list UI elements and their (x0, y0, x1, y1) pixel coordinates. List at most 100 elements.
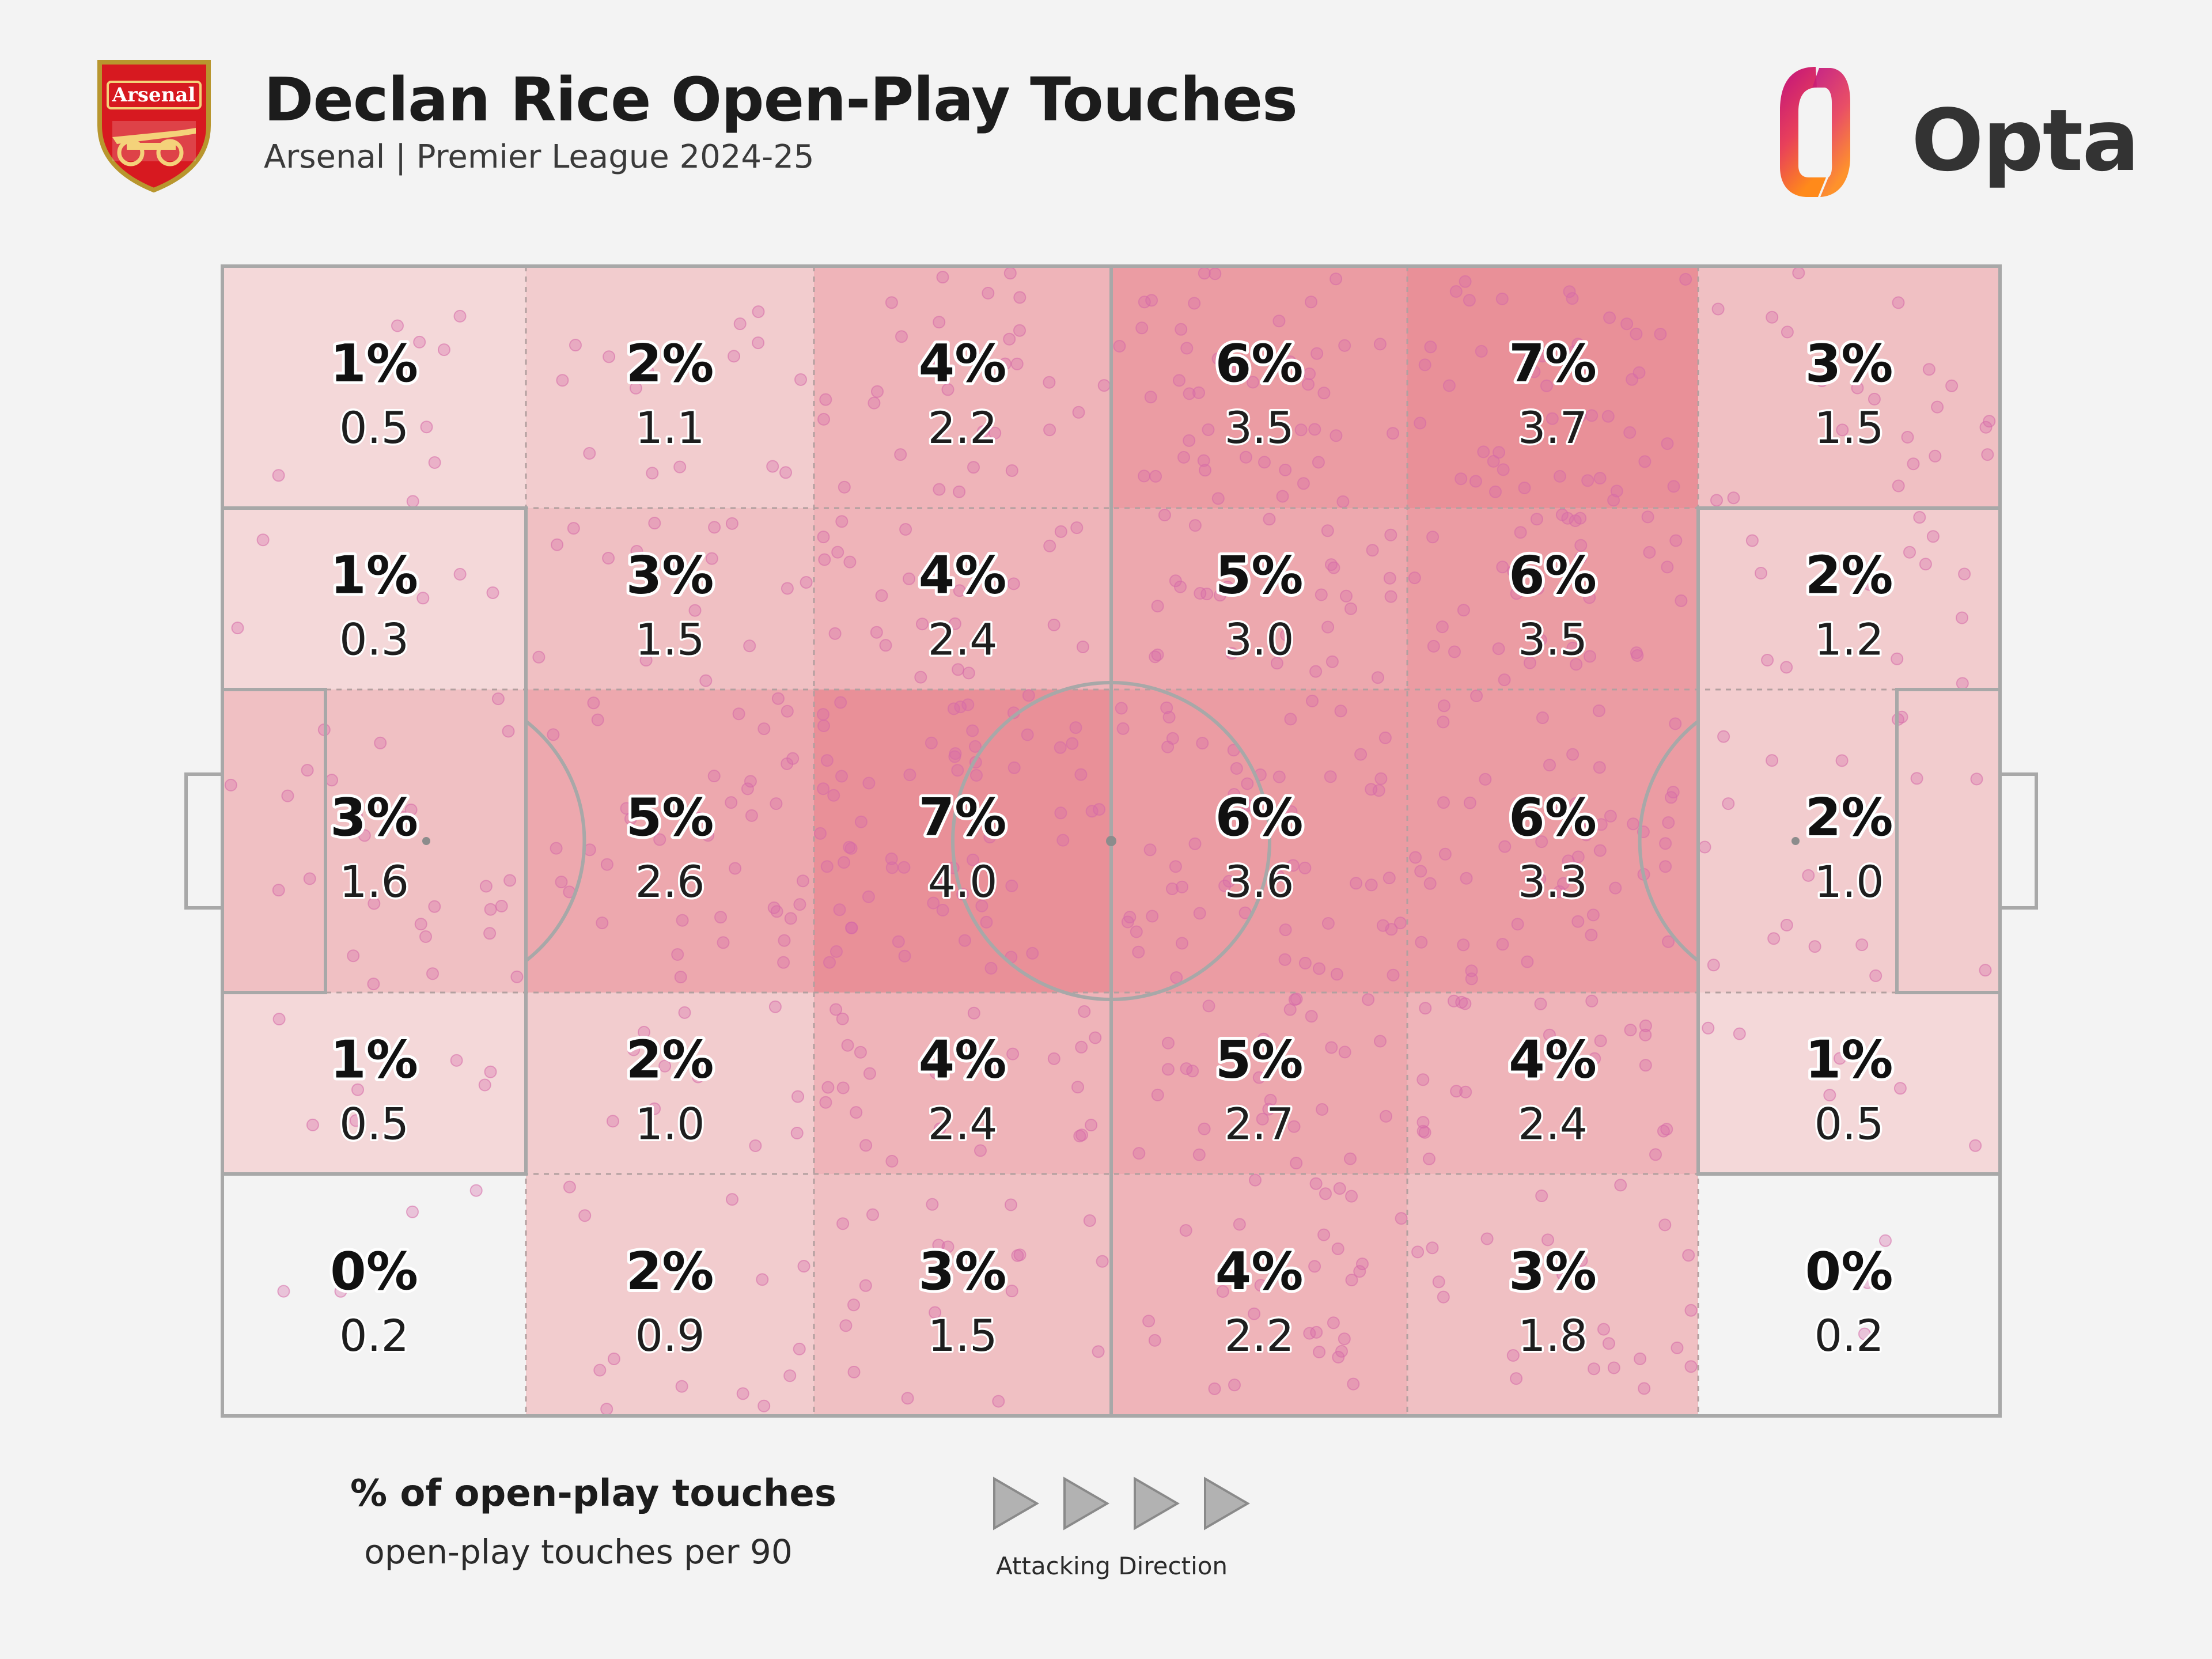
touch-dot (1026, 946, 1039, 960)
touch-dot (648, 517, 661, 530)
touch-dot (272, 1013, 286, 1026)
touch-dot (1531, 582, 1544, 595)
touch-dot (949, 747, 962, 760)
touch-dot (1679, 272, 1692, 286)
zone-percent-label: 1% (330, 1030, 418, 1090)
opta-brand-text: Opta (1911, 91, 2139, 190)
touch-dot (1561, 512, 1574, 525)
touch-dot (892, 935, 905, 948)
zone-percent-label: 4% (919, 334, 1007, 394)
touch-dot (854, 815, 868, 828)
touch-dot (453, 309, 467, 323)
touch-dot (1979, 964, 1992, 977)
touch-dot (1013, 291, 1027, 304)
touch-dot (583, 447, 596, 460)
touch-dot (437, 343, 450, 357)
play-arrow-icon (1204, 1476, 1250, 1531)
heatmap-zone (526, 993, 814, 1174)
touch-dot (1535, 1190, 1548, 1202)
touch-dot (1177, 450, 1190, 464)
touch-dot (1562, 854, 1575, 868)
touch-dot (743, 639, 756, 653)
zone-percent-label: 3% (330, 787, 418, 848)
touch-dot (1614, 1179, 1627, 1192)
touch-dot (1338, 1332, 1351, 1346)
touch-dot (1945, 379, 1959, 392)
touch-dot (1353, 1265, 1366, 1278)
zone-percent-label: 2% (1805, 787, 1893, 848)
heatmap-zone (526, 266, 814, 508)
touch-dot (821, 1081, 835, 1094)
touch-dot (306, 1118, 319, 1131)
touch-dot (1047, 618, 1060, 631)
page-subtitle: Arsenal | Premier League 2024-25 (264, 138, 815, 176)
touch-dot (1601, 410, 1615, 423)
touch-dot (1335, 1344, 1348, 1358)
touch-dot (975, 899, 988, 912)
touch-dot (414, 918, 427, 931)
touch-dot (1384, 528, 1397, 541)
touch-dot (1211, 352, 1225, 365)
touch-dot (1151, 600, 1164, 613)
touch-dot (1385, 923, 1398, 936)
touch-dot (547, 728, 560, 741)
touch-dot (1969, 1139, 1982, 1152)
touch-dot (834, 696, 847, 709)
touch-dot (820, 754, 834, 767)
touch-dot (1340, 589, 1353, 603)
arsenal-crest-logo: Arsenal (97, 60, 211, 193)
touch-dot (1639, 1028, 1652, 1041)
touch-dot (1419, 1002, 1432, 1015)
touch-dot (1654, 328, 1667, 340)
touch-dot (1144, 391, 1157, 404)
touch-dot (1423, 1152, 1435, 1165)
touch-dot (862, 777, 876, 790)
touch-dot (1802, 869, 1815, 882)
touch-dot (1418, 358, 1431, 372)
touch-dot (847, 1298, 860, 1312)
zone-percent-label: 7% (1509, 334, 1597, 394)
touch-dot (1546, 412, 1559, 425)
touch-dot (1426, 1241, 1439, 1255)
zone-per90-label: 3.6 (1225, 856, 1294, 907)
touch-dot (1463, 294, 1476, 307)
touch-dot (702, 829, 715, 842)
touch-dot (835, 770, 848, 783)
touch-dot (800, 576, 813, 589)
zone-percent-label: 4% (919, 1030, 1007, 1090)
play-arrow-icon (1063, 1476, 1109, 1531)
touch-dot (1808, 940, 1821, 953)
touch-dot (1228, 788, 1241, 801)
zone-per90-label: 0.2 (339, 1310, 409, 1361)
touch-dot (503, 874, 517, 887)
touch-dot (1669, 534, 1683, 547)
zone-per90-label: 0.2 (1815, 1310, 1884, 1361)
touch-dot (1585, 929, 1598, 942)
touch-dot (1092, 1345, 1105, 1358)
touch-dot (933, 316, 946, 329)
touch-dot (1162, 711, 1176, 724)
touch-dot (1536, 711, 1549, 724)
touch-dot (1862, 578, 1876, 591)
attacking-direction-label: Attacking Direction (995, 1552, 1228, 1580)
touch-dot (1347, 1377, 1360, 1391)
touch-dot (827, 789, 840, 802)
heatmap-zone (1407, 993, 1698, 1174)
touch-dot (1411, 1245, 1425, 1259)
touch-dot (1459, 1085, 1472, 1099)
touch-dot (1610, 484, 1623, 498)
touch-dot (1409, 851, 1422, 864)
touch-dot (1416, 1073, 1430, 1086)
touch-dot (1380, 1109, 1392, 1123)
touch-dot (1627, 817, 1640, 831)
touch-dot (1594, 818, 1608, 831)
heatmap-zone (222, 690, 526, 993)
touch-dot (1913, 511, 1926, 524)
touch-dot (1571, 915, 1585, 928)
touch-dot (1175, 323, 1188, 336)
touch-dot (1047, 1052, 1060, 1065)
touch-dot (1162, 1036, 1175, 1050)
touch-dot (1298, 861, 1312, 874)
touch-dot (1767, 932, 1781, 945)
touch-dot (1344, 1152, 1357, 1165)
